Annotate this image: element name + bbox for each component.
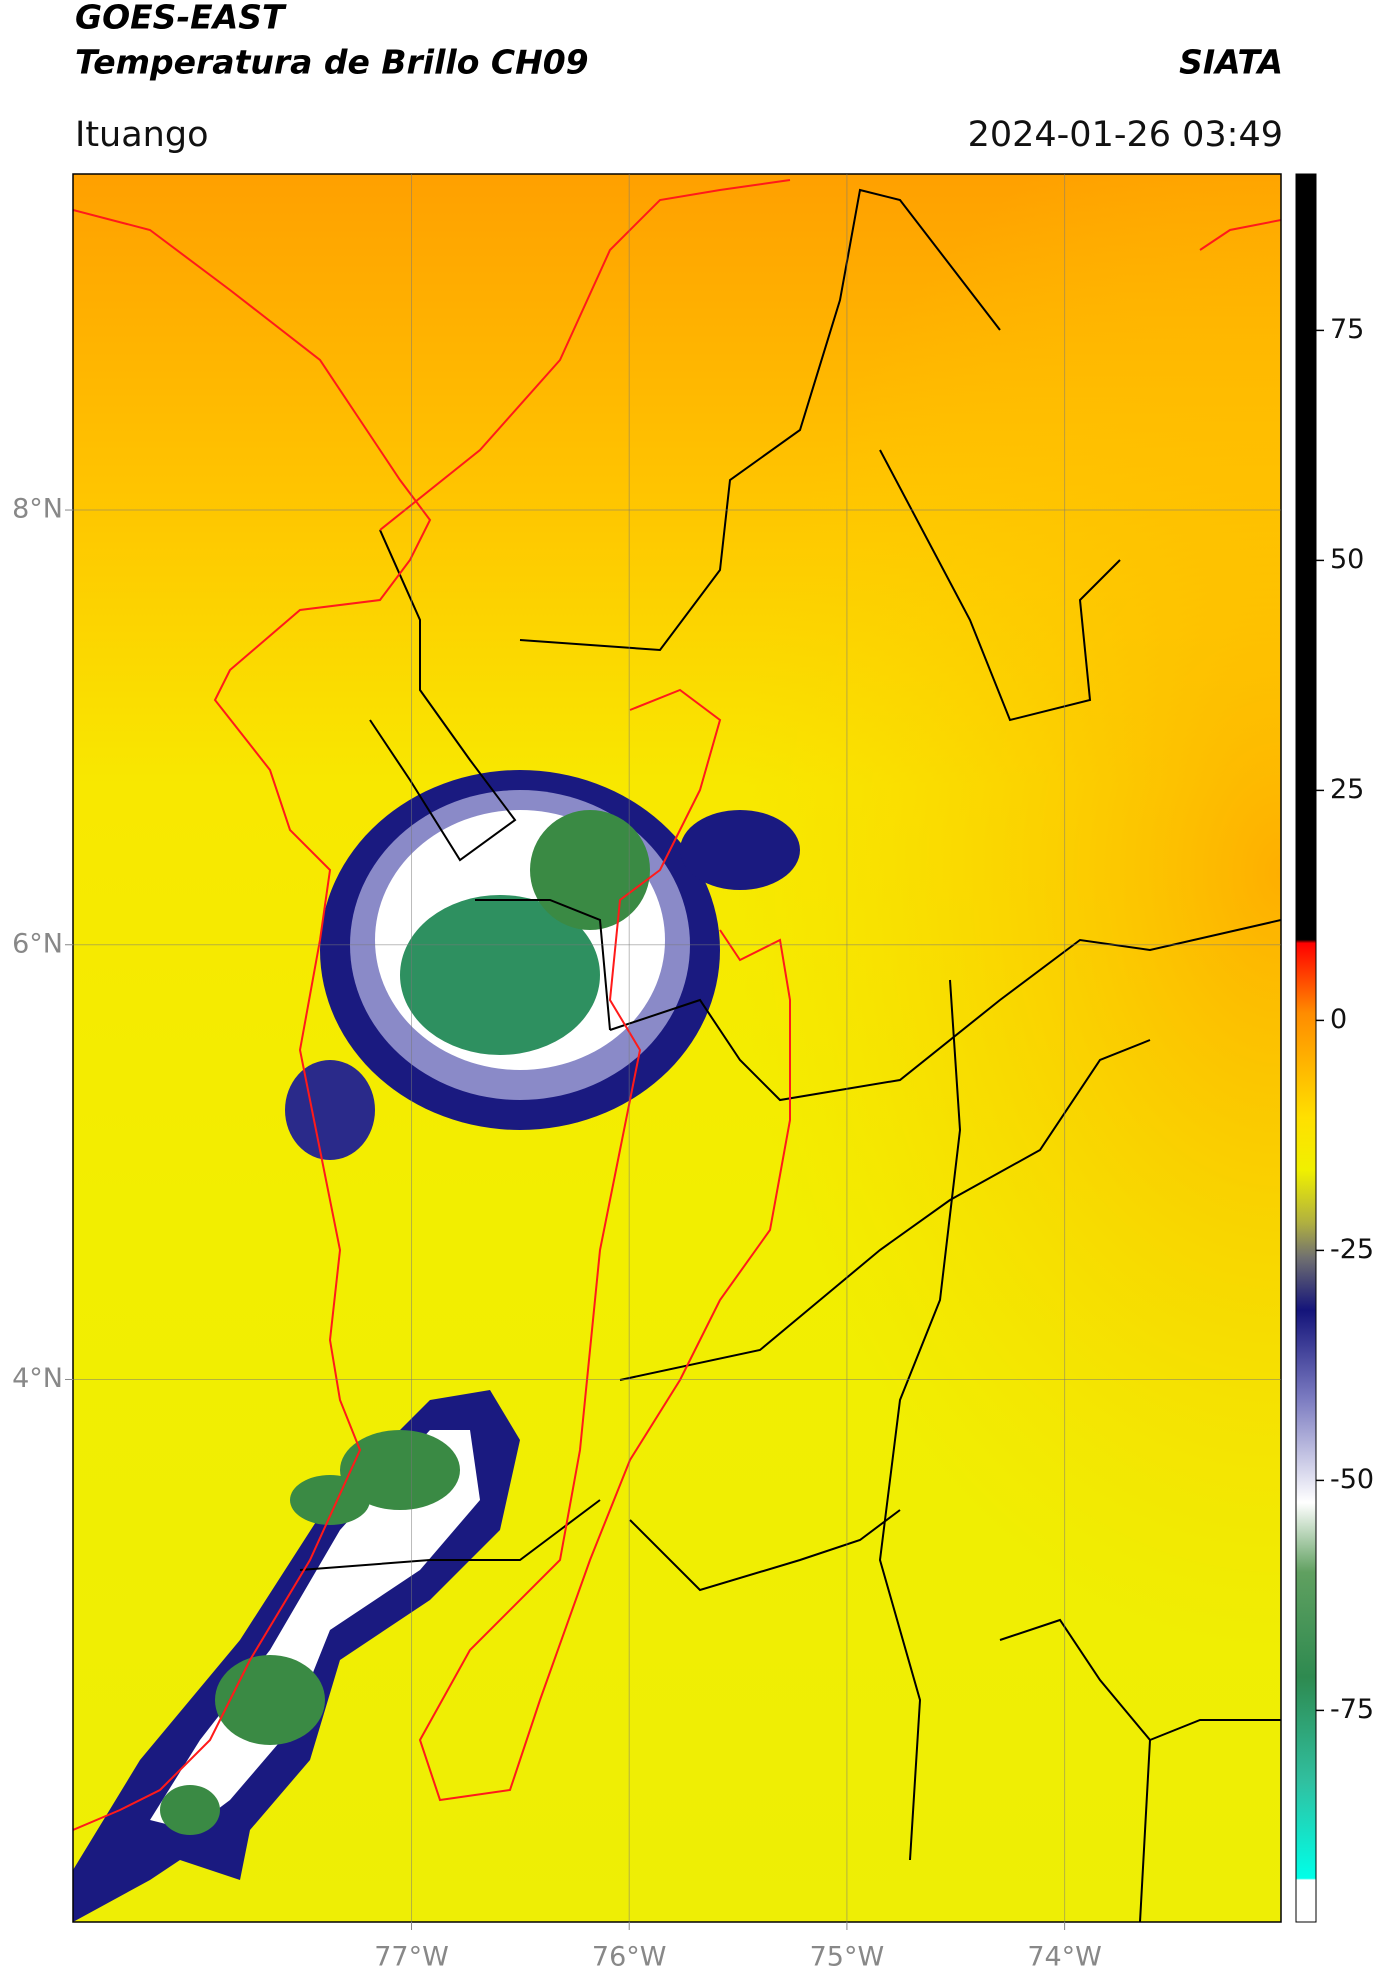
- colorbar-tick-label: -75: [1330, 1694, 1374, 1725]
- brand: SIATA: [1179, 43, 1283, 82]
- department-borders: [73, 179, 1281, 1831]
- colorbar-tick-label: 25: [1330, 774, 1364, 805]
- lat-label: 4°N: [12, 1363, 63, 1394]
- colorbar-tick-label: -25: [1330, 1234, 1374, 1265]
- title: GOES-EAST: [75, 0, 287, 37]
- map-frame: [72, 173, 1282, 1923]
- borders: [299, 188, 1281, 1922]
- colorbar: [1295, 173, 1317, 1923]
- lat-label: 8°N: [12, 494, 63, 525]
- datetime: 2024-01-26 03:49: [968, 115, 1283, 155]
- colorbar-tick-label: 75: [1330, 314, 1364, 345]
- colorbar-tick-label: -50: [1330, 1464, 1374, 1495]
- colorbar-tick-label: 0: [1330, 1004, 1347, 1035]
- lon-label: 74°W: [1027, 1942, 1102, 1973]
- lon-label: 76°W: [592, 1942, 667, 1973]
- colorbar-tick-label: 50: [1330, 544, 1364, 575]
- lon-label: 77°W: [374, 1942, 449, 1973]
- location: Ituango: [75, 115, 209, 155]
- subtitle: Temperatura de Brillo CH09: [75, 43, 589, 82]
- lon-label: 75°W: [810, 1942, 885, 1973]
- lat-label: 6°N: [12, 928, 63, 959]
- map: [73, 174, 1281, 1922]
